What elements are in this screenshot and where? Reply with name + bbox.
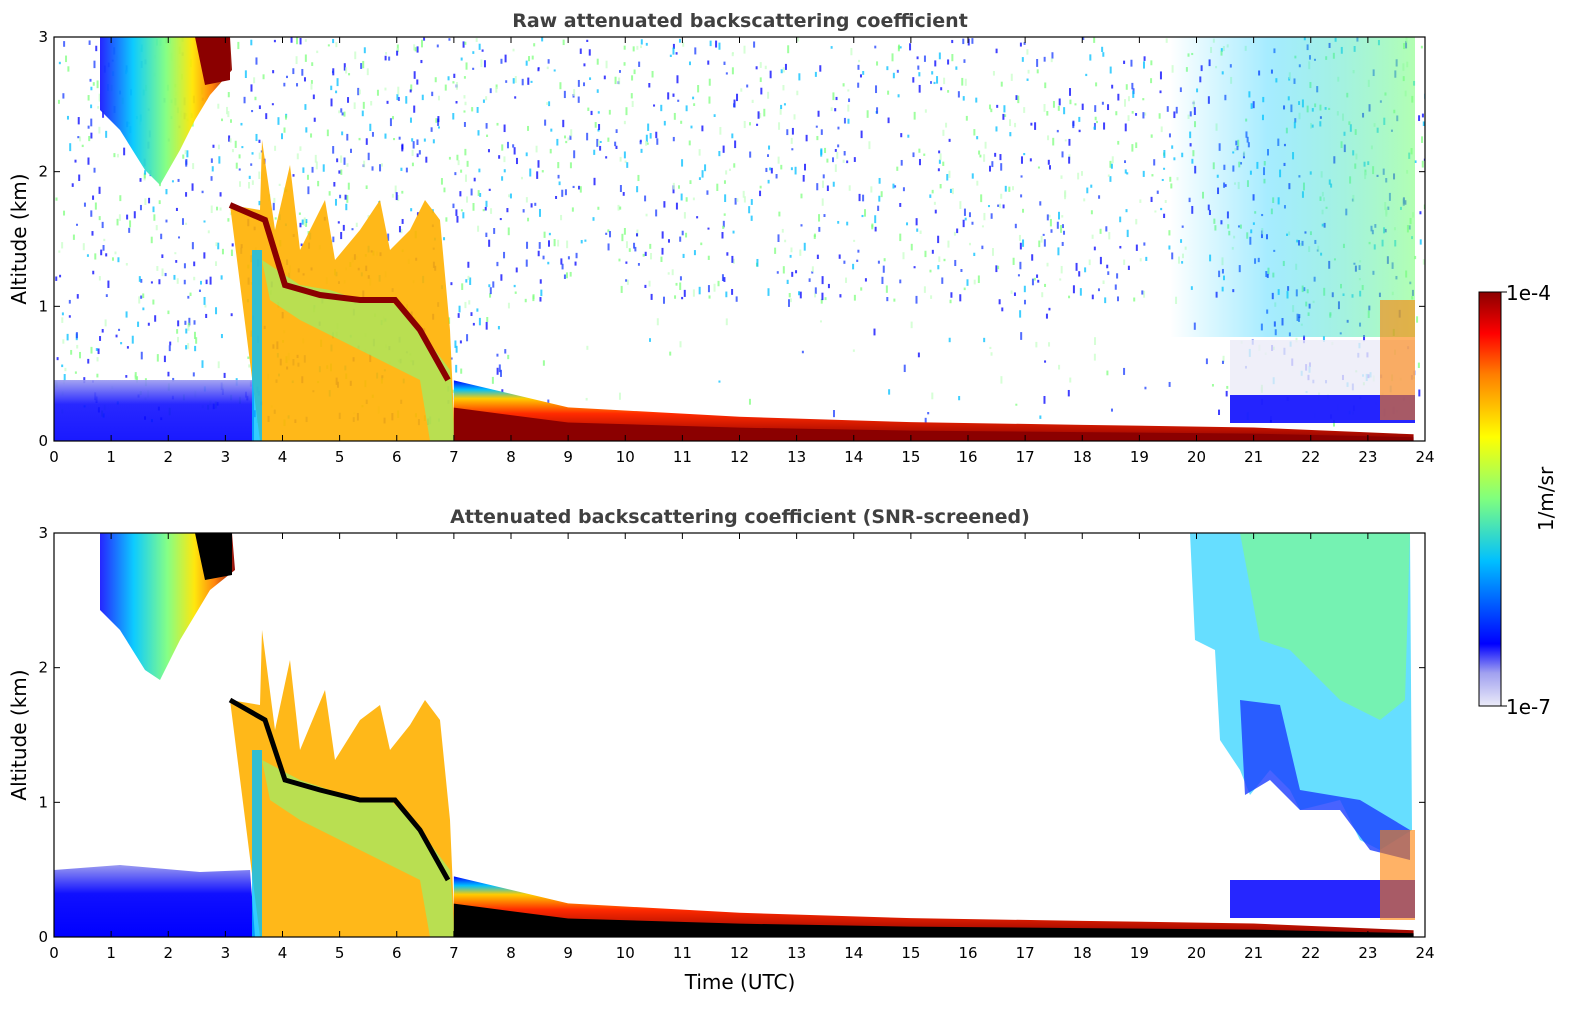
y-tick-label: 3 xyxy=(38,524,48,542)
x-tick-label: 16 xyxy=(958,944,977,962)
x-tick-label: 11 xyxy=(673,944,692,962)
x-tick-label: 21 xyxy=(1244,448,1263,466)
x-tick-label: 9 xyxy=(563,944,573,962)
x-tick-label: 22 xyxy=(1301,944,1320,962)
panel-raw-title: Raw attenuated backscattering coefficien… xyxy=(512,10,968,32)
x-tick-label: 13 xyxy=(787,448,806,466)
screened-heatmap xyxy=(54,533,1425,937)
raw-upper-layer xyxy=(100,37,232,185)
screened-low-layer xyxy=(54,865,255,937)
x-tick-label: 21 xyxy=(1244,944,1263,962)
panel-screened-xlabel: Time (UTC) xyxy=(684,970,796,994)
x-tick-label: 5 xyxy=(335,944,345,962)
x-tick-label: 0 xyxy=(49,448,59,466)
x-tick-label: 17 xyxy=(1016,944,1035,962)
y-tick-label: 3 xyxy=(38,28,48,46)
x-tick-label: 6 xyxy=(392,448,402,466)
panel-screened-title: Attenuated backscattering coefficient (S… xyxy=(450,506,1030,528)
x-tick-label: 10 xyxy=(616,448,635,466)
colorbar: 1e-4 1e-7 1/m/sr xyxy=(1478,281,1558,719)
x-tick-label: 18 xyxy=(1073,448,1092,466)
x-tick-label: 17 xyxy=(1016,448,1035,466)
screened-upper-layer xyxy=(100,533,235,680)
x-tick-label: 15 xyxy=(901,448,920,466)
raw-heatmap xyxy=(54,37,1425,441)
panel-raw: Raw attenuated backscattering coefficien… xyxy=(7,10,1435,466)
x-tick-label: 1 xyxy=(106,944,116,962)
x-tick-label: 7 xyxy=(449,448,459,466)
x-tick-label: 7 xyxy=(449,944,459,962)
y-tick-label: 1 xyxy=(38,793,48,811)
screened-boundary-layer xyxy=(453,876,1414,937)
colorbar-unit-label: 1/m/sr xyxy=(1534,466,1558,531)
x-tick-label: 19 xyxy=(1130,944,1149,962)
x-tick-label: 13 xyxy=(787,944,806,962)
screened-x-ticks: 0 1 2 3 4 5 6 7 8 9 10 11 12 13 14 15 16 17 18 19 20 21 22 23 24 xyxy=(49,533,1435,962)
colorbar-gradient xyxy=(1478,291,1502,707)
x-tick-label: 16 xyxy=(958,448,977,466)
raw-boundary-layer xyxy=(453,380,1414,441)
x-tick-label: 3 xyxy=(221,944,231,962)
x-tick-label: 3 xyxy=(221,448,231,466)
x-tick-label: 14 xyxy=(844,448,863,466)
panel-screened: Attenuated backscattering coefficient (S… xyxy=(7,506,1435,994)
panel-raw-ylabel: Altitude (km) xyxy=(7,173,31,304)
x-tick-label: 12 xyxy=(730,944,749,962)
x-tick-label: 20 xyxy=(1187,448,1206,466)
x-tick-label: 20 xyxy=(1187,944,1206,962)
x-tick-label: 15 xyxy=(901,944,920,962)
x-tick-label: 4 xyxy=(278,944,288,962)
x-tick-label: 19 xyxy=(1130,448,1149,466)
panel-screened-ylabel: Altitude (km) xyxy=(7,669,31,800)
raw-y-ticks: 0 1 2 3 xyxy=(38,28,1425,450)
x-tick-label: 2 xyxy=(163,944,173,962)
x-tick-label: 9 xyxy=(563,448,573,466)
x-tick-label: 6 xyxy=(392,944,402,962)
x-tick-label: 5 xyxy=(335,448,345,466)
screened-y-ticks: 0 1 2 3 xyxy=(38,524,1425,946)
raw-x-ticks: 0 1 2 3 4 5 6 7 8 9 10 11 12 13 14 15 16 17 18 19 20 21 22 23 24 xyxy=(49,37,1435,466)
x-tick-label: 24 xyxy=(1415,944,1434,962)
x-tick-label: 24 xyxy=(1415,448,1434,466)
x-tick-label: 11 xyxy=(673,448,692,466)
x-tick-label: 2 xyxy=(163,448,173,466)
x-tick-label: 23 xyxy=(1358,448,1377,466)
y-tick-label: 0 xyxy=(38,432,48,450)
colorbar-max-label: 1e-4 xyxy=(1506,281,1551,305)
x-tick-label: 14 xyxy=(844,944,863,962)
y-tick-label: 0 xyxy=(38,928,48,946)
x-tick-label: 8 xyxy=(506,944,516,962)
x-tick-label: 23 xyxy=(1358,944,1377,962)
x-tick-label: 22 xyxy=(1301,448,1320,466)
x-tick-label: 1 xyxy=(106,448,116,466)
x-tick-label: 0 xyxy=(49,944,59,962)
y-tick-label: 1 xyxy=(38,297,48,315)
x-tick-label: 8 xyxy=(506,448,516,466)
x-tick-label: 12 xyxy=(730,448,749,466)
x-tick-label: 18 xyxy=(1073,944,1092,962)
x-tick-label: 10 xyxy=(616,944,635,962)
colorbar-min-label: 1e-7 xyxy=(1506,695,1551,719)
x-tick-label: 4 xyxy=(278,448,288,466)
y-tick-label: 2 xyxy=(38,163,48,181)
y-tick-label: 2 xyxy=(38,659,48,677)
